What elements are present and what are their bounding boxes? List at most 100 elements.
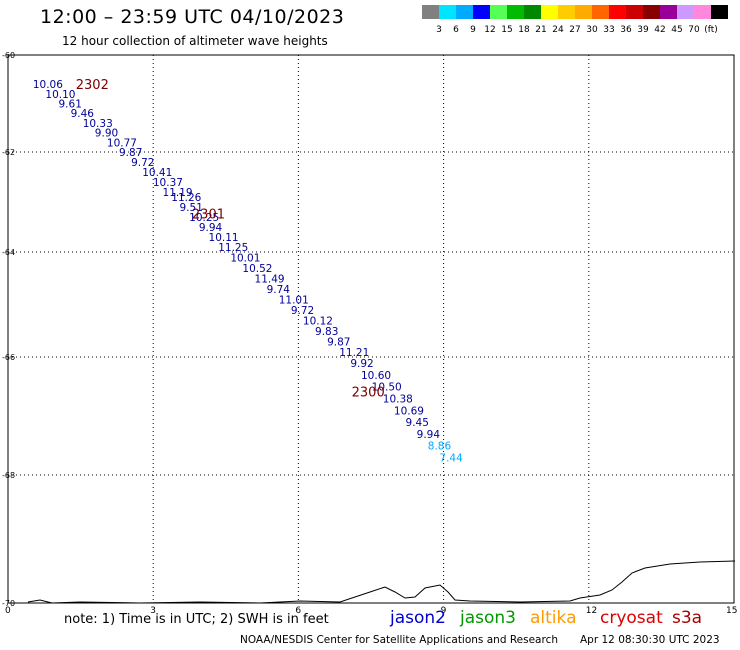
swh-value: 10.33 bbox=[83, 118, 113, 130]
legend-label: 3 bbox=[436, 25, 442, 35]
swh-value: 9.87 bbox=[119, 147, 142, 159]
swh-value: 9.51 bbox=[180, 202, 203, 214]
legend-swatch bbox=[456, 5, 473, 19]
map-title: 12:00 – 23:59 UTC 04/10/2023 bbox=[40, 6, 345, 28]
legend-label: 30 bbox=[586, 25, 598, 35]
swh-value: 10.69 bbox=[394, 405, 424, 417]
track-labels: 2302 2301 2300 bbox=[76, 78, 385, 400]
legend-swatch bbox=[643, 5, 660, 19]
swh-value: 10.77 bbox=[107, 137, 137, 149]
legend-swatch bbox=[422, 5, 439, 19]
lat-tick-label: -70 bbox=[2, 599, 15, 608]
legend-swatch bbox=[473, 5, 490, 19]
swh-value: 11.21 bbox=[339, 347, 369, 359]
legend-label: 15 bbox=[501, 25, 513, 35]
legend-label: 42 bbox=[654, 25, 666, 35]
map-frame bbox=[7, 54, 735, 604]
legend-swatch bbox=[439, 5, 456, 19]
swh-value: 10.50 bbox=[372, 382, 402, 394]
swh-value: 9.92 bbox=[350, 358, 373, 370]
satellite-s3a: s3a bbox=[672, 608, 703, 628]
swh-value: 7.44 bbox=[439, 452, 463, 464]
antarctic-coastline bbox=[27, 560, 736, 604]
swh-value: 11.49 bbox=[255, 273, 285, 285]
lat-tick-label: -62 bbox=[2, 148, 15, 157]
legend-swatch bbox=[524, 5, 541, 19]
generated-timestamp: Apr 12 08:30:30 UTC 2023 bbox=[580, 634, 720, 646]
swh-value: 10.06 bbox=[33, 79, 63, 91]
track-number: 2301 bbox=[192, 208, 225, 223]
legend-label: 70 bbox=[688, 25, 700, 35]
legend-swatch bbox=[609, 5, 626, 19]
swh-value: 9.72 bbox=[291, 305, 314, 317]
observation-labels: 10.0610.109.619.4610.339.9010.779.879.72… bbox=[33, 79, 463, 464]
legend-label: 27 bbox=[569, 25, 581, 35]
legend-swatch bbox=[490, 5, 507, 19]
legend-label: 36 bbox=[620, 25, 632, 35]
latitude-ticks: -60 -62 -64 -66 -68 -70 bbox=[2, 51, 15, 608]
swh-value: 9.94 bbox=[199, 222, 223, 234]
swh-value: 11.19 bbox=[163, 187, 193, 199]
swh-value: 10.52 bbox=[242, 263, 272, 275]
legend-label: 39 bbox=[637, 25, 649, 35]
lon-tick-label: 0 bbox=[5, 606, 11, 616]
legend-swatch bbox=[626, 5, 643, 19]
legend-swatch bbox=[507, 5, 524, 19]
swh-value: 10.11 bbox=[209, 232, 239, 244]
lon-tick-label: 9 bbox=[441, 606, 447, 616]
legend-swatch bbox=[592, 5, 609, 19]
legend-label: (ft) bbox=[704, 25, 718, 35]
swh-value: 10.41 bbox=[142, 167, 172, 179]
lon-tick-label: 12 bbox=[586, 606, 597, 616]
swh-value: 9.45 bbox=[406, 417, 429, 429]
legend-swatch bbox=[677, 5, 694, 19]
legend-label: 24 bbox=[552, 25, 564, 35]
swh-value: 9.94 bbox=[417, 429, 441, 441]
satellite-jason3: jason3 bbox=[460, 608, 516, 628]
legend-swatch bbox=[660, 5, 677, 19]
legend-swatch bbox=[558, 5, 575, 19]
lat-tick-label: -66 bbox=[2, 353, 15, 362]
swh-value: 11.26 bbox=[171, 192, 201, 204]
swh-value: 9.87 bbox=[327, 336, 350, 348]
lat-tick-label: -68 bbox=[2, 471, 15, 480]
lat-tick-label: -60 bbox=[2, 51, 15, 60]
swh-value: 11.25 bbox=[218, 242, 248, 254]
swh-value: 10.12 bbox=[303, 315, 333, 327]
map-subtitle: 12 hour collection of altimeter wave hei… bbox=[62, 34, 328, 48]
footer-note: note: 1) Time is in UTC; 2) SWH is in fe… bbox=[64, 612, 329, 627]
credit-line: NOAA/NESDIS Center for Satellite Applica… bbox=[240, 634, 558, 646]
longitude-ticks: 0 3 6 9 12 15 bbox=[5, 606, 737, 616]
swh-value: 9.74 bbox=[267, 284, 291, 296]
swh-value: 10.10 bbox=[45, 89, 75, 101]
swh-value: 10.01 bbox=[230, 252, 260, 264]
swh-value: 11.01 bbox=[279, 294, 309, 306]
lon-tick-label: 15 bbox=[726, 606, 737, 616]
swh-value: 10.38 bbox=[383, 393, 413, 405]
swh-value: 10.60 bbox=[361, 370, 391, 382]
lat-tick-label: -64 bbox=[2, 248, 15, 257]
swh-value: 9.72 bbox=[131, 157, 154, 169]
legend-label: 9 bbox=[470, 25, 476, 35]
legend-label: 18 bbox=[518, 25, 530, 35]
satellite-cryosat: cryosat bbox=[600, 608, 663, 628]
swh-value: 10.25 bbox=[189, 212, 219, 224]
swh-value: 9.46 bbox=[71, 108, 95, 120]
swh-value: 9.61 bbox=[59, 98, 82, 110]
legend-label: 45 bbox=[671, 25, 683, 35]
legend-swatch bbox=[694, 5, 711, 19]
track-number: 2302 bbox=[76, 78, 109, 93]
swh-value: 9.83 bbox=[315, 326, 338, 338]
lon-tick-label: 6 bbox=[295, 606, 301, 616]
legend-label: 21 bbox=[535, 25, 547, 35]
swh-value: 9.90 bbox=[95, 128, 118, 140]
track-number: 2300 bbox=[352, 385, 385, 400]
satellite-jason2: jason2 bbox=[390, 608, 446, 628]
legend-label: 6 bbox=[453, 25, 459, 35]
legend-label: 33 bbox=[603, 25, 615, 35]
legend-swatch bbox=[575, 5, 592, 19]
legend-label: 12 bbox=[484, 25, 496, 35]
swh-value: 10.37 bbox=[153, 177, 183, 189]
swh-value: 8.86 bbox=[428, 441, 452, 453]
